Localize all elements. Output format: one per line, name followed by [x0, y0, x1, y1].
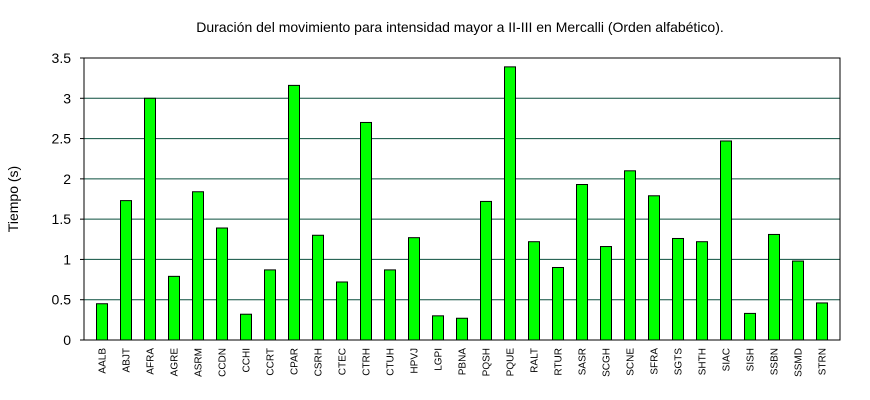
bar-afra	[144, 97, 156, 341]
x-tick-label: CCRT	[266, 348, 277, 376]
x-tick-label: SSMD	[794, 348, 805, 377]
bar-sasr	[576, 184, 588, 341]
x-tick-label: HPVJ	[410, 348, 421, 374]
y-tick-label: 1	[63, 251, 71, 267]
x-tick-label: CSRH	[314, 348, 325, 376]
bars	[96, 66, 828, 341]
x-axis-ticks: AALB ABJT AFRA AGRE ASRM CCDN CCHI CCRT CPAR CSRH…	[98, 348, 829, 377]
x-tick-label: ABJT	[122, 348, 133, 372]
x-tick-label: SSBN	[770, 348, 781, 375]
bar-siac	[720, 140, 732, 341]
y-tick-label: 0	[63, 332, 71, 348]
x-tick-label: AGRE	[170, 348, 181, 377]
x-tick-label: SCNE	[626, 348, 637, 376]
x-tick-label: SASR	[578, 348, 589, 375]
bar-ccdn	[216, 227, 228, 341]
x-tick-label: SHTH	[698, 348, 709, 375]
x-tick-label: SISH	[746, 348, 757, 371]
y-tick-label: 3.5	[52, 50, 72, 66]
x-tick-label: CTRH	[362, 348, 373, 376]
x-tick-label: CPAR	[290, 348, 301, 375]
bar-ctrh	[360, 121, 372, 341]
x-tick-label: CCDN	[218, 348, 229, 377]
bar-aalb	[96, 303, 108, 341]
bar-cchi	[240, 313, 252, 341]
bar-scgh	[600, 246, 612, 341]
bar-strn	[816, 302, 828, 341]
y-axis-ticks: 0 0.5 1 1.5 2 2.5 3 3.5	[52, 50, 84, 348]
bar-abjt	[120, 200, 132, 341]
bar-pqsh	[480, 200, 492, 341]
x-tick-label: STRN	[818, 348, 829, 375]
bar-pque	[504, 66, 516, 341]
bar-ssmd	[792, 260, 804, 341]
x-tick-label: LGPI	[434, 348, 445, 371]
bar-ctec	[336, 281, 348, 341]
y-tick-label: 1.5	[52, 211, 72, 227]
bar-rtur	[552, 266, 564, 341]
x-tick-label: RALT	[530, 348, 541, 373]
y-tick-label: 2.5	[52, 131, 72, 147]
bar-ccrt	[264, 269, 276, 341]
y-axis-label: Tiempo (s)	[5, 166, 21, 232]
bar-shth	[696, 241, 708, 341]
bar-ctuh	[384, 269, 396, 341]
bar-pbna	[456, 317, 468, 341]
y-tick-label: 0.5	[52, 292, 72, 308]
bar-sfra	[648, 195, 660, 341]
x-tick-label: CTUH	[386, 348, 397, 376]
y-tick-label: 3	[63, 90, 71, 106]
x-tick-label: PBNA	[458, 348, 469, 376]
x-tick-label: SIAC	[722, 348, 733, 371]
bar-asrm	[192, 191, 204, 341]
chart-title: Duración del movimiento para intensidad …	[196, 19, 724, 35]
x-tick-label: SGTS	[674, 348, 685, 376]
bar-sish	[744, 312, 756, 341]
grid-lines	[84, 97, 840, 301]
plot-area	[83, 57, 841, 341]
x-tick-label: ASRM	[194, 348, 205, 377]
y-tick-label: 2	[63, 171, 71, 187]
bar-cpar	[288, 84, 300, 341]
bar-sgts	[672, 237, 684, 341]
x-tick-label: AFRA	[146, 348, 157, 375]
x-tick-label: SCGH	[602, 348, 613, 377]
x-tick-label: CCHI	[242, 348, 253, 372]
x-tick-label: PQSH	[482, 348, 493, 376]
x-tick-label: RTUR	[554, 348, 565, 376]
bar-scne	[624, 170, 636, 341]
x-tick-label: SFRA	[650, 348, 661, 375]
bar-csrh	[312, 234, 324, 341]
bar-ralt	[528, 241, 540, 341]
bar-hpvj	[408, 237, 420, 341]
bar-lgpi	[432, 315, 444, 341]
x-tick-label: AALB	[98, 348, 109, 374]
bar-ssbn	[768, 233, 780, 341]
x-tick-label: PQUE	[506, 348, 517, 377]
x-tick-label: CTEC	[338, 348, 349, 375]
bar-agre	[168, 275, 180, 341]
